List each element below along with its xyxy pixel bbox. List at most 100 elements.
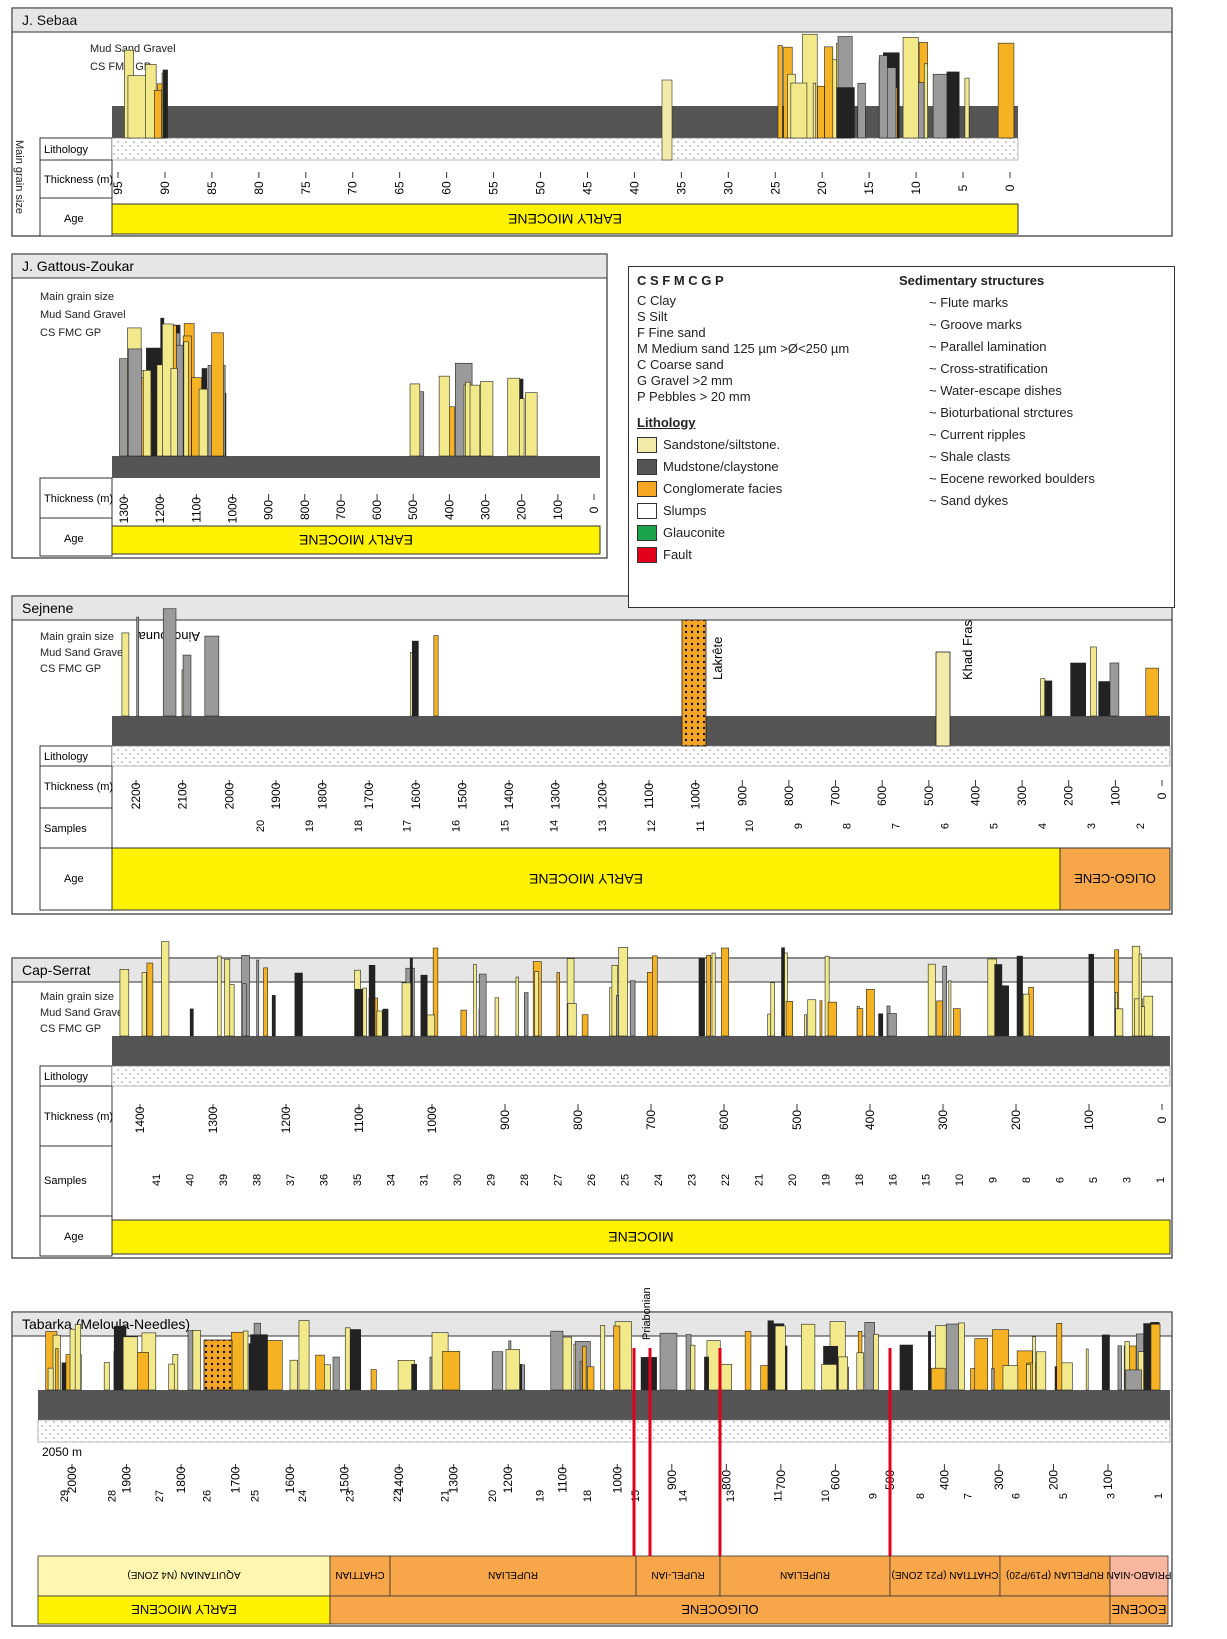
tabarka-stage-label: AQUITANIAN (N4 ZONE): [127, 1569, 240, 1580]
tabarka-bed: [856, 1352, 865, 1391]
legend: C S F M C G P C Clay S Silt F Fine sand M M…: [628, 266, 1175, 608]
tabarka-stage-label: RUPEL-IAN: [651, 1569, 704, 1580]
capserrat-bed: [524, 992, 529, 1037]
capserrat-sample-label: 37: [285, 1174, 297, 1186]
capserrat-bed: [217, 955, 222, 1037]
tabarka-column: Tabarka (Meloula-Needles) 2050 m AQUITAN…: [11, 1287, 1173, 1627]
tabarka-sample-label: 24: [297, 1490, 309, 1502]
capserrat-age-band: [111, 1219, 1171, 1255]
gattous-bed: [198, 388, 208, 457]
sejnene-tick-label: 1100: [642, 783, 656, 809]
tabarka-bed: [187, 1330, 194, 1391]
gattous-tick-label: 0: [587, 506, 601, 513]
tabarka-sample-label: 8: [915, 1493, 927, 1499]
capserrat-bed: [534, 971, 539, 1037]
tabarka-stage-cell: [889, 1555, 1001, 1597]
tabarka-bed: [690, 1344, 696, 1391]
tabarka-sample-label: 1: [1153, 1493, 1165, 1499]
legend-lithology-item: Fault: [663, 547, 692, 562]
sejnene-lithology-band: [111, 745, 1171, 767]
capserrat-sample-label: 5: [1088, 1177, 1100, 1183]
tabarka-bed: [945, 1323, 961, 1391]
sebaa-title-bar: [11, 7, 1173, 33]
sejnene-sample-label: 5: [988, 823, 1000, 829]
capserrat-sample-label: 25: [620, 1174, 632, 1186]
sejnene-sample-label: 16: [451, 820, 463, 832]
capserrat-grain-codes: CS FMC GP: [40, 1023, 101, 1035]
tabarka-stage-cell: [1109, 1555, 1169, 1597]
tabarka-bed: [1101, 1334, 1110, 1391]
capserrat-bed: [376, 1010, 383, 1037]
sejnene-grain-sub: Mud Sand Gravel: [40, 647, 126, 659]
gattous-bed: [170, 368, 178, 457]
sebaa-tick-label: 60: [440, 181, 454, 195]
sejnene-sample-label: 12: [646, 820, 658, 832]
capserrat-tick-label: 800: [571, 1110, 585, 1130]
legend-grain-item: G Gravel >2 mm: [637, 373, 733, 388]
sejnene-column: Sejnene Main grain size Mud Sand Gravel …: [11, 595, 1173, 915]
tabarka-bed: [1002, 1365, 1019, 1391]
capserrat-bed: [256, 959, 260, 1037]
sebaa-bed: [964, 77, 970, 139]
sejnene-tick-label: 1900: [269, 782, 283, 809]
tabarka-tick-label: 800: [719, 1470, 733, 1490]
tabarka-bed: [122, 1336, 138, 1391]
sebaa-tick-label: 50: [534, 181, 548, 195]
capserrat-bed: [824, 955, 830, 1037]
sejnene-khad-label: Khad Fras: [960, 620, 975, 680]
sejnene-bed: [1090, 646, 1097, 717]
sejnene-tick-label: 900: [735, 786, 749, 806]
capserrat-sample-label: 35: [352, 1174, 364, 1186]
sejnene-sample-label: 6: [939, 823, 951, 829]
capserrat-sample-label: 36: [318, 1174, 330, 1186]
sejnene-age-head: [39, 847, 113, 911]
tabarka-bed: [613, 1325, 621, 1391]
tabarka-mud-band: [38, 1390, 1170, 1420]
capserrat-sample-label: 23: [686, 1174, 698, 1186]
sebaa-bed: [153, 90, 162, 139]
sebaa-bed: [812, 82, 817, 139]
sebaa-age-label: EARLY MIOCENE: [508, 211, 622, 227]
sejnene-tick-label: 600: [875, 786, 889, 806]
capserrat-tick-label: 1300: [206, 1106, 220, 1133]
sebaa-tick-label: 90: [158, 181, 172, 195]
gattous-column: J. Gattous-Zoukar Main grain size Mud Sa…: [11, 253, 608, 559]
sebaa-bed: [946, 71, 960, 139]
legend-grain-item: S Silt: [637, 309, 668, 324]
gattous-bed: [465, 381, 471, 457]
sebaa-title: J. Sebaa: [22, 12, 77, 28]
tabarka-bed: [958, 1322, 965, 1391]
sejnene-tick-label: 1000: [689, 782, 703, 809]
capserrat-sample-label: 1: [1155, 1177, 1167, 1183]
sejnene-tick-label: 800: [782, 786, 796, 806]
gattous-grain-codes: CS FMC GP: [40, 327, 101, 339]
capserrat-tick-label: 1000: [425, 1106, 439, 1133]
capserrat-age-label: MIOCENE: [608, 1229, 673, 1245]
capserrat-thickness-header: Thickness (m): [44, 1111, 113, 1123]
capserrat-bed: [1141, 1006, 1145, 1037]
sejnene-sample-label: 8: [842, 823, 854, 829]
sebaa-mud-band: [112, 106, 1018, 138]
sebaa-grain-sub: Mud Sand Gravel: [90, 43, 176, 55]
legend-lithology-item: Conglomerate facies: [663, 481, 783, 496]
legend-grain-item: P Pebbles > 20 mm: [637, 389, 751, 404]
tabarka-stage-label: CHATTIAN: [335, 1569, 384, 1580]
sejnene-grain-header: Main grain size: [40, 631, 114, 643]
sebaa-tick-label: 65: [393, 181, 407, 195]
tabarka-bed: [250, 1334, 268, 1391]
gattous-title-bar: [11, 253, 608, 279]
sejnene-sample-label: 10: [744, 820, 756, 832]
sebaa-age-header: Age: [64, 213, 84, 225]
capserrat-tick-label: 600: [717, 1110, 731, 1130]
sejnene-tick-label: 1800: [316, 782, 330, 809]
capserrat-bed: [224, 958, 231, 1037]
sebaa-bed: [902, 37, 919, 139]
tabarka-tick-label: 1200: [501, 1466, 515, 1493]
capserrat-column: Cap-Serrat Main grain size Mud Sand Grav…: [11, 941, 1173, 1259]
sejnene-grain-codes: CS FMC GP: [40, 663, 101, 675]
tabarka-bed: [1125, 1369, 1142, 1391]
tabarka-stage-cell: [389, 1555, 637, 1597]
sebaa-bed: [857, 82, 866, 139]
sejnene-tick-label: 1300: [549, 782, 563, 809]
